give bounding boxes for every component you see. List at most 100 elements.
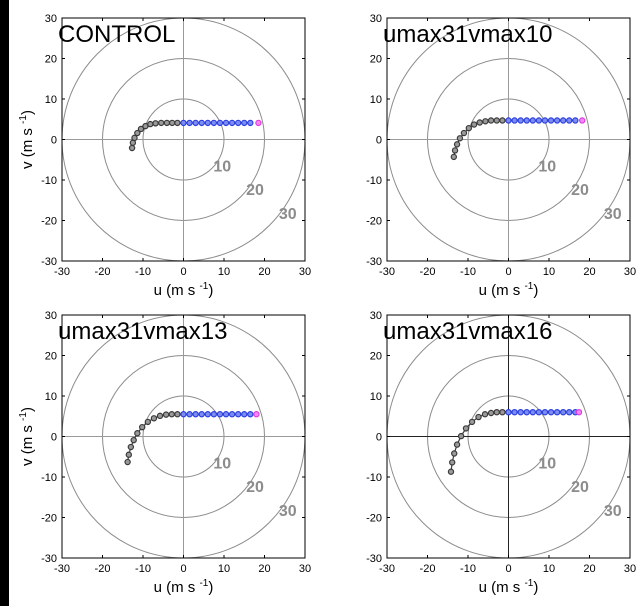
y-tick-label: 30	[45, 310, 57, 322]
x-tick-label: -30	[379, 266, 395, 278]
y-tick-label: 0	[376, 135, 382, 147]
data-point	[566, 409, 573, 416]
y-tick-label: 10	[45, 94, 57, 106]
data-point	[511, 117, 518, 124]
y-tick-label: 20	[45, 54, 57, 66]
data-point	[204, 119, 211, 127]
data-point	[457, 432, 465, 440]
data-point	[450, 153, 458, 161]
y-tick-label: 20	[370, 54, 382, 66]
ring-label: 20	[246, 182, 264, 199]
data-point	[566, 117, 573, 124]
y-axis-label: v (m s -1)	[18, 110, 36, 169]
data-point	[210, 119, 218, 127]
y-tick-label: -30	[41, 256, 57, 268]
data-point	[124, 458, 131, 466]
data-point	[198, 119, 205, 127]
x-tick-label: 10	[218, 563, 230, 575]
data-point	[134, 430, 141, 437]
data-point	[517, 409, 524, 416]
x-tick-label: 20	[583, 266, 595, 278]
y-axis-label: v (m s -1)	[18, 407, 36, 466]
data-point	[493, 117, 500, 124]
data-point	[125, 451, 133, 458]
panel-title: umax31vmax13	[58, 318, 227, 345]
x-tick-label: -10	[135, 563, 151, 575]
x-axis-label: u (m s -1)	[154, 578, 214, 596]
ring-label: 20	[571, 182, 589, 199]
data-point	[241, 411, 248, 418]
data-point	[128, 144, 136, 152]
data-point	[493, 409, 500, 416]
x-tick-label: -20	[420, 266, 436, 278]
data-point	[198, 411, 205, 418]
x-tick-label: -10	[460, 563, 476, 575]
data-point	[247, 119, 254, 127]
data-point	[468, 418, 476, 426]
data-point	[222, 411, 230, 418]
data-point	[541, 409, 549, 416]
data-point	[487, 409, 495, 417]
data-point	[475, 413, 482, 421]
panel-title: umax31vmax16	[383, 318, 552, 345]
data-point	[228, 119, 236, 127]
x-tick-label: -30	[379, 563, 395, 575]
data-point	[505, 409, 512, 416]
data-point	[481, 411, 489, 418]
data-point	[453, 141, 461, 148]
y-tick-label: -20	[366, 216, 382, 228]
x-tick-label: 0	[180, 563, 186, 575]
y-tick-label: 20	[45, 351, 57, 363]
x-tick-label: 10	[218, 266, 230, 278]
data-point	[511, 409, 518, 416]
ring-label: 30	[604, 503, 622, 520]
y-tick-label: 20	[370, 351, 382, 363]
data-point	[204, 411, 211, 418]
data-point	[152, 120, 159, 127]
y-tick-label: 0	[51, 135, 57, 147]
data-point	[247, 411, 254, 418]
data-point	[523, 409, 530, 416]
ring-label: 10	[538, 158, 556, 175]
data-point	[456, 135, 464, 142]
data-point	[234, 119, 242, 127]
x-tick-label: 10	[543, 563, 555, 575]
data-point	[523, 117, 530, 124]
y-tick-label: 10	[45, 391, 57, 403]
data-point	[186, 119, 193, 127]
data-point	[559, 117, 567, 124]
data-point	[453, 441, 461, 448]
data-point	[255, 119, 262, 127]
x-tick-label: 20	[258, 563, 270, 575]
data-point	[174, 119, 181, 127]
y-tick-label: -20	[41, 216, 57, 228]
x-tick-label: -30	[54, 266, 70, 278]
data-point	[228, 411, 236, 418]
x-axis-label: u (m s -1)	[479, 281, 539, 299]
x-tick-label: 20	[258, 266, 270, 278]
data-point	[216, 119, 224, 127]
data-point	[156, 412, 164, 420]
data-point	[572, 117, 579, 124]
data-point	[137, 125, 145, 133]
y-tick-label: 30	[45, 13, 57, 25]
ring-label: 30	[279, 206, 297, 223]
data-point	[482, 118, 489, 125]
data-point	[241, 119, 248, 127]
data-point	[465, 124, 473, 132]
x-tick-label: -10	[135, 266, 151, 278]
data-point	[234, 411, 242, 418]
y-tick-label: -30	[41, 553, 57, 565]
data-point	[168, 411, 175, 418]
data-point	[553, 117, 561, 124]
data-point	[186, 411, 193, 418]
data-point	[163, 119, 171, 127]
data-point	[460, 129, 468, 137]
data-point	[559, 409, 567, 416]
